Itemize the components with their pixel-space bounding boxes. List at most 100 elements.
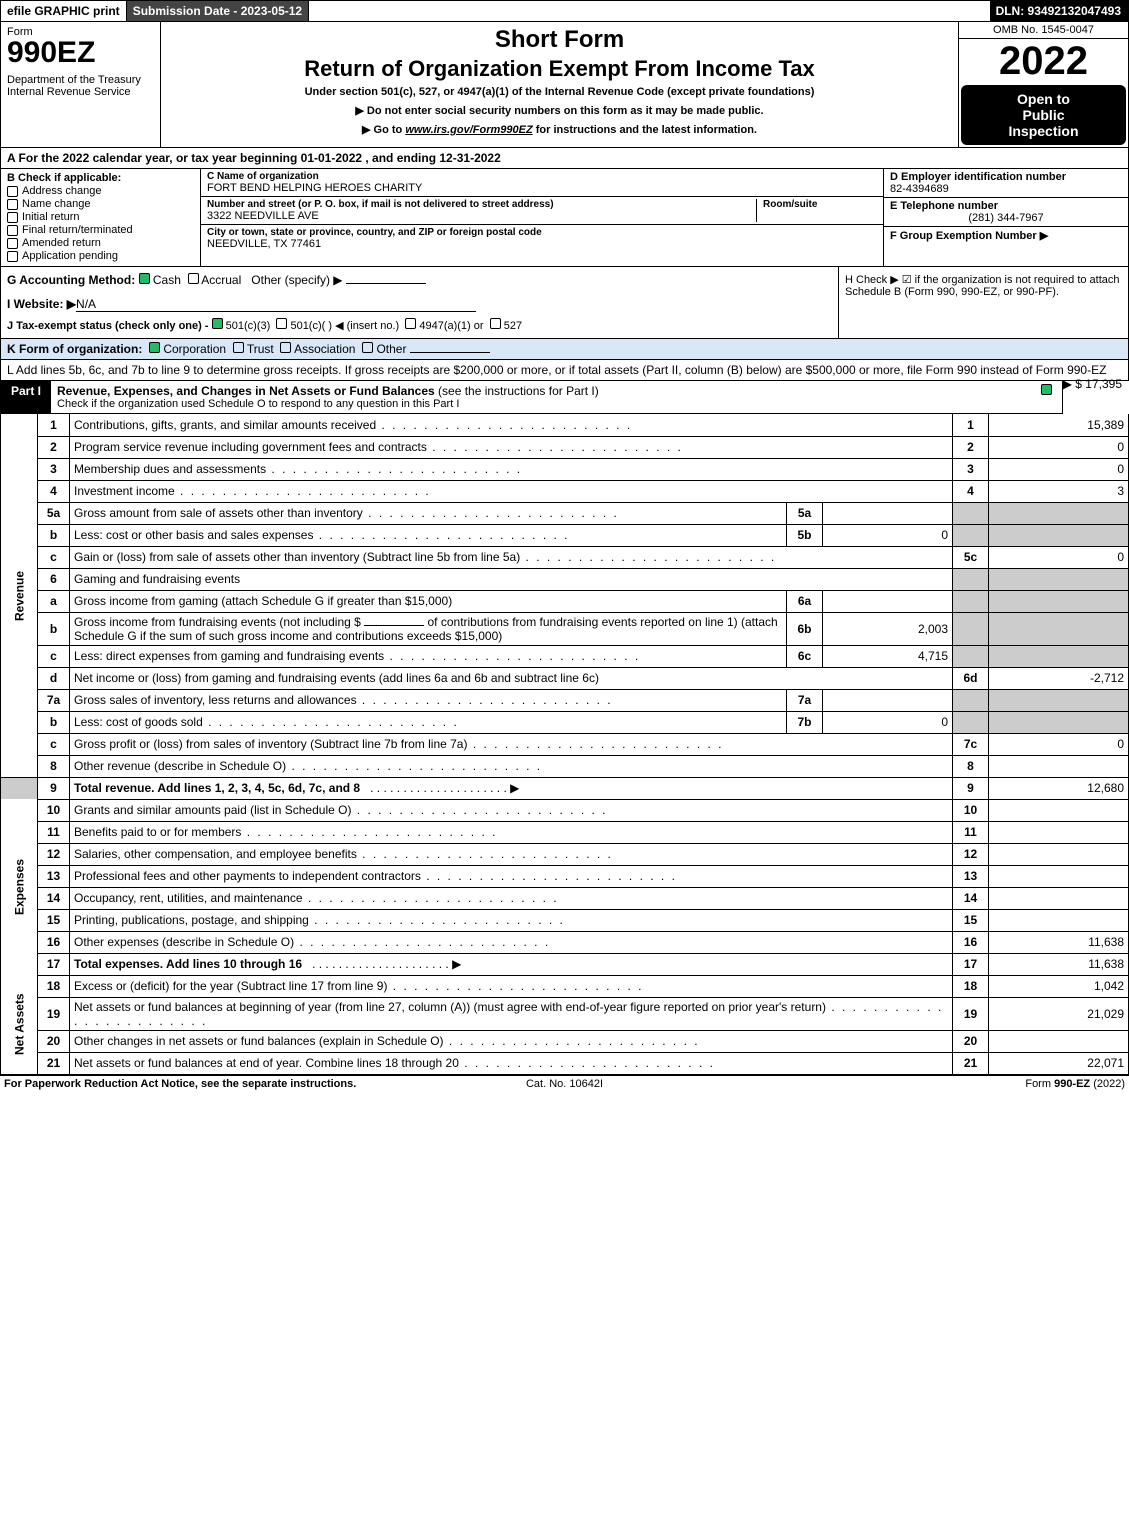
part1-title-suffix: (see the instructions for Part I) [435, 384, 599, 398]
row-linenum: 13 [953, 865, 989, 887]
checkbox-icon[interactable] [149, 342, 160, 353]
r6b-blank[interactable] [364, 625, 424, 626]
checkbox-icon[interactable] [362, 342, 373, 353]
line-8: 8 Other revenue (describe in Schedule O)… [1, 755, 1129, 777]
g-other-input[interactable] [346, 283, 426, 284]
c-city-label: City or town, state or province, country… [207, 227, 877, 238]
row-subnum: 5a [787, 502, 823, 524]
row-num: 11 [38, 821, 70, 843]
checkbox-icon[interactable] [139, 273, 150, 284]
org-name: FORT BEND HELPING HEROES CHARITY [207, 182, 877, 194]
row-desc: Less: cost of goods sold [70, 711, 787, 733]
row-linenum: 16 [953, 931, 989, 953]
chk-label: Initial return [22, 211, 79, 223]
top-bar: efile GRAPHIC print Submission Date - 20… [0, 0, 1129, 22]
website-value: N/A [76, 297, 476, 312]
efile-label: efile GRAPHIC print [1, 1, 127, 21]
chk-application-pending[interactable]: Application pending [7, 250, 194, 262]
open-public-2: Public [965, 107, 1122, 123]
part1-tab: Part I [1, 381, 51, 413]
checkbox-icon[interactable] [280, 342, 291, 353]
row-num: 4 [38, 480, 70, 502]
grey-cell [953, 689, 989, 711]
row-desc: Gain or (loss) from sale of assets other… [70, 546, 953, 568]
c-room: Room/suite [757, 199, 877, 222]
grey-cell [953, 590, 989, 612]
row-desc: Gaming and fundraising events [70, 568, 953, 590]
checkbox-icon[interactable] [276, 318, 287, 329]
irs-link[interactable]: www.irs.gov/Form990EZ [405, 124, 532, 136]
chk-initial-return[interactable]: Initial return [7, 211, 194, 223]
chk-label: Address change [22, 185, 102, 197]
line-3: 3 Membership dues and assessments 3 0 [1, 458, 1129, 480]
checkbox-icon[interactable] [490, 318, 501, 329]
page-footer: For Paperwork Reduction Act Notice, see … [0, 1075, 1129, 1092]
j-501c: 501(c)( ) ◀ (insert no.) [290, 320, 399, 332]
dln-label: DLN: 93492132047493 [990, 1, 1128, 21]
checkbox-icon[interactable] [233, 342, 244, 353]
line-5c: c Gain or (loss) from sale of assets oth… [1, 546, 1129, 568]
row-desc: Contributions, gifts, grants, and simila… [70, 414, 953, 436]
c-room-label: Room/suite [763, 199, 877, 210]
line-12: 12 Salaries, other compensation, and emp… [1, 843, 1129, 865]
submission-date: Submission Date - 2023-05-12 [127, 1, 309, 21]
line-10: Expenses 10 Grants and similar amounts p… [1, 799, 1129, 821]
gh-left: G Accounting Method: Cash Accrual Other … [1, 267, 838, 338]
line-13: 13 Professional fees and other payments … [1, 865, 1129, 887]
row-num: 13 [38, 865, 70, 887]
line-7b: b Less: cost of goods sold 7b 0 [1, 711, 1129, 733]
line-16: 16 Other expenses (describe in Schedule … [1, 931, 1129, 953]
chk-address-change[interactable]: Address change [7, 185, 194, 197]
j-527: 527 [504, 320, 522, 332]
row-desc: Net income or (loss) from gaming and fun… [70, 667, 953, 689]
row-num: 1 [38, 414, 70, 436]
org-street: 3322 NEEDVILLE AVE [207, 210, 750, 222]
row-subval [823, 689, 953, 711]
row-subval: 4,715 [823, 645, 953, 667]
row-desc: Gross profit or (loss) from sales of inv… [70, 733, 953, 755]
row-linenum: 6d [953, 667, 989, 689]
short-form-title: Short Form [167, 26, 952, 54]
row-subval: 2,003 [823, 612, 953, 645]
checkbox-icon[interactable] [405, 318, 416, 329]
line-1: Revenue 1 Contributions, gifts, grants, … [1, 414, 1129, 436]
grey-cell [989, 612, 1129, 645]
sidecat-netassets: Net Assets [1, 975, 38, 1074]
line-6b: b Gross income from fundraising events (… [1, 612, 1129, 645]
c-city: City or town, state or province, country… [201, 225, 883, 252]
row-desc: Excess or (deficit) for the year (Subtra… [70, 975, 953, 997]
grey-cell [989, 590, 1129, 612]
chk-final-return[interactable]: Final return/terminated [7, 224, 194, 236]
row-desc: Membership dues and assessments [70, 458, 953, 480]
row-linenum: 8 [953, 755, 989, 777]
chk-name-change[interactable]: Name change [7, 198, 194, 210]
chk-label: Application pending [22, 250, 118, 262]
k-other-input[interactable] [410, 352, 490, 353]
row-subnum: 7a [787, 689, 823, 711]
line-18: Net Assets 18 Excess or (deficit) for th… [1, 975, 1129, 997]
row-num: 9 [38, 777, 70, 799]
part1-header: Part I Revenue, Expenses, and Changes in… [0, 381, 1063, 414]
row-num: 10 [38, 799, 70, 821]
line-2: 2 Program service revenue including gove… [1, 436, 1129, 458]
row-linenum: 2 [953, 436, 989, 458]
section-b: B Check if applicable: Address change Na… [1, 169, 201, 266]
row-linenum: 19 [953, 997, 989, 1030]
row-linenum: 11 [953, 821, 989, 843]
row-num: 3 [38, 458, 70, 480]
line-a: A For the 2022 calendar year, or tax yea… [0, 148, 1129, 169]
l-value: ▶ $ 17,395 [1063, 377, 1122, 391]
row-amount [989, 909, 1129, 931]
k-label: K Form of organization: [7, 342, 142, 356]
part1-checkbox[interactable] [1032, 381, 1062, 413]
chk-amended-return[interactable]: Amended return [7, 237, 194, 249]
g-accrual: Accrual [201, 273, 241, 287]
row-desc: Investment income [70, 480, 953, 502]
row-desc: Grants and similar amounts paid (list in… [70, 799, 953, 821]
row-num: b [38, 612, 70, 645]
block-b-c-def: B Check if applicable: Address change Na… [0, 169, 1129, 267]
row-desc: Gross sales of inventory, less returns a… [70, 689, 787, 711]
checkbox-icon[interactable] [188, 273, 199, 284]
row-desc: Less: cost or other basis and sales expe… [70, 524, 787, 546]
checkbox-icon[interactable] [212, 318, 223, 329]
